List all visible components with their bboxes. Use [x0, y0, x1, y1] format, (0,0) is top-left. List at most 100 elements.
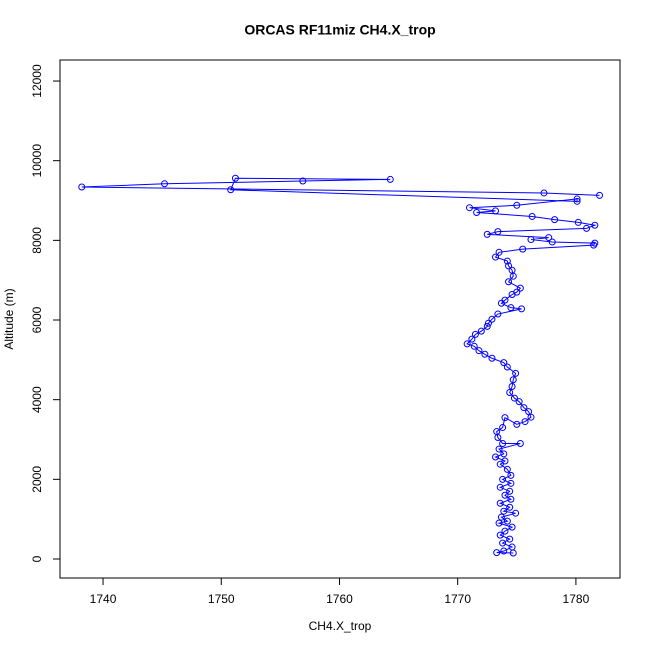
data-point — [515, 398, 523, 406]
data-point — [494, 310, 502, 318]
x-tick-label: 1770 — [444, 592, 471, 606]
data-point — [573, 195, 581, 203]
data-point — [583, 224, 591, 232]
data-point — [506, 389, 514, 397]
data-point — [507, 495, 515, 503]
data-point — [466, 204, 474, 212]
y-tick-label: 2000 — [30, 466, 44, 493]
data-point — [505, 278, 513, 286]
data-point — [488, 315, 496, 323]
data-point — [509, 272, 517, 280]
data-point — [492, 207, 500, 215]
data-point — [495, 519, 503, 527]
y-tick-label: 0 — [30, 555, 44, 562]
data-point — [500, 359, 508, 367]
data-point — [500, 507, 508, 515]
data-point — [231, 174, 239, 182]
data-point — [497, 513, 505, 521]
data-point — [509, 549, 517, 557]
data-point — [503, 517, 511, 525]
data-point — [499, 539, 507, 547]
data-point — [501, 457, 509, 465]
data-point — [501, 414, 509, 422]
y-axis-label: Altitude (m) — [2, 288, 16, 349]
data-point — [496, 531, 504, 539]
chart-title: ORCAS RF11miz CH4.X_trop — [244, 22, 435, 38]
x-axis-label: CH4.X_trop — [309, 619, 372, 633]
x-tick-label: 1740 — [90, 592, 117, 606]
data-point — [494, 228, 502, 236]
data-line — [81, 177, 600, 554]
data-point — [471, 330, 479, 338]
data-point — [483, 230, 491, 238]
data-point — [507, 479, 515, 487]
data-point — [475, 347, 483, 355]
data-point — [528, 212, 536, 220]
data-point — [493, 549, 501, 557]
data-point — [495, 445, 503, 453]
data-point — [518, 305, 526, 313]
data-point — [512, 509, 520, 517]
x-tick-label: 1750 — [208, 592, 235, 606]
data-point — [503, 465, 511, 473]
data-point — [227, 186, 235, 194]
y-tick-label: 8000 — [30, 227, 44, 254]
data-point — [161, 180, 169, 188]
data-point — [551, 216, 559, 224]
data-point — [503, 257, 511, 265]
data-point — [386, 175, 394, 183]
data-point — [499, 424, 507, 432]
data-point — [590, 241, 598, 249]
data-point — [496, 483, 504, 491]
data-point — [492, 253, 500, 261]
y-tick-label: 6000 — [30, 306, 44, 333]
data-point — [527, 236, 535, 244]
data-point — [573, 197, 581, 205]
data-point — [516, 284, 524, 292]
data-point — [540, 189, 548, 197]
data-point — [506, 503, 514, 511]
data-point — [508, 383, 516, 391]
x-tick-label: 1760 — [326, 592, 353, 606]
data-point — [505, 262, 513, 270]
data-point — [520, 404, 528, 412]
data-point — [507, 471, 515, 479]
y-tick-label: 12000 — [30, 64, 44, 98]
data-point — [508, 523, 516, 531]
data-point — [527, 413, 535, 421]
data-point — [468, 335, 476, 343]
data-point — [499, 439, 507, 447]
data-point — [506, 535, 514, 543]
data-point — [477, 327, 485, 335]
data-point — [513, 201, 521, 209]
data-point — [591, 221, 599, 229]
data-point — [463, 340, 471, 348]
data-point — [494, 434, 502, 442]
data-point — [492, 453, 500, 461]
x-tick-label: 1780 — [563, 592, 590, 606]
data-point — [497, 299, 505, 307]
data-point — [481, 350, 489, 358]
data-point — [473, 208, 481, 216]
data-point — [488, 354, 496, 362]
data-point — [507, 304, 515, 312]
data-point — [521, 418, 529, 426]
data-point — [574, 218, 582, 226]
data-point — [545, 234, 553, 242]
y-tick-label: 10000 — [30, 144, 44, 178]
data-point — [496, 499, 504, 507]
data-point — [495, 248, 503, 256]
data-point — [470, 342, 478, 350]
data-point — [548, 238, 556, 246]
data-point — [499, 475, 507, 483]
data-point — [509, 376, 517, 384]
data-point — [500, 547, 508, 555]
data-point — [513, 420, 521, 428]
data-point — [596, 191, 604, 199]
data-point — [299, 177, 307, 185]
plot-frame — [59, 59, 621, 579]
data-point — [78, 183, 86, 191]
data-point — [496, 460, 504, 468]
data-point — [508, 291, 516, 299]
